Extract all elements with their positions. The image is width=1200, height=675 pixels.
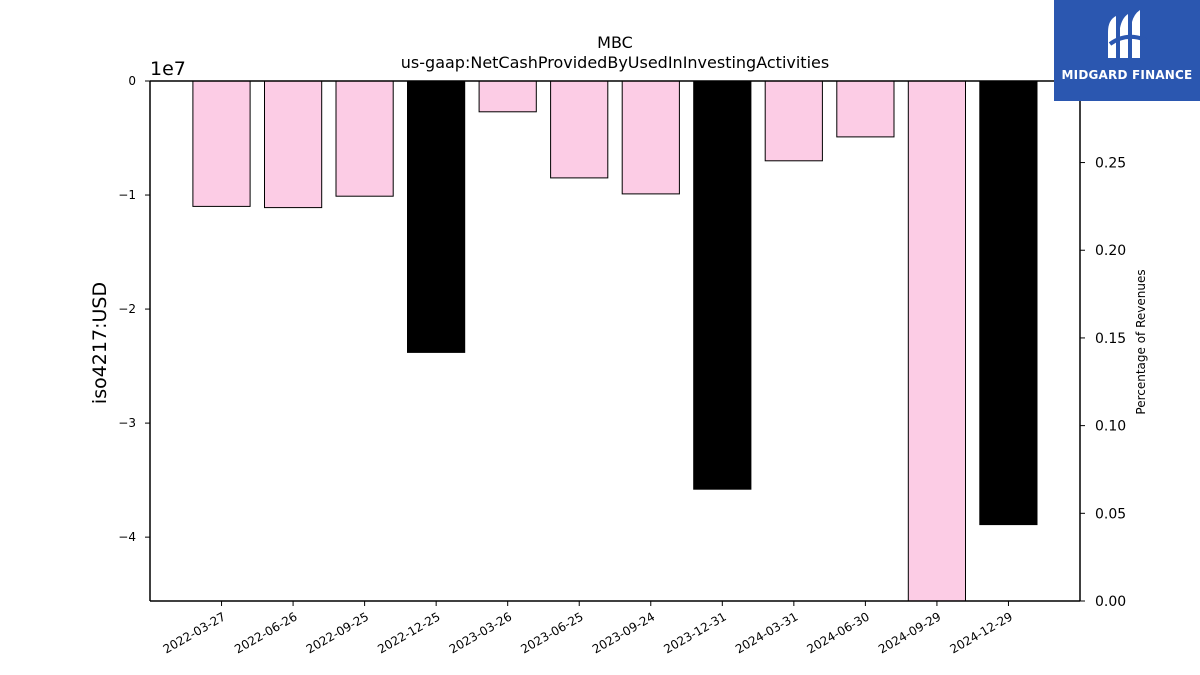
bar-2022-06-26: [264, 80, 323, 209]
bar-2024-12-29: [979, 80, 1038, 526]
bars-group: [192, 80, 1038, 602]
bar-2023-09-24: [621, 80, 680, 195]
bar-2024-03-31: [764, 80, 823, 162]
bar-2024-09-29: [907, 80, 966, 602]
chart-title: MBC: [597, 33, 633, 52]
bar-2022-03-27: [192, 80, 251, 207]
bar-2023-03-26: [478, 80, 537, 113]
y2-tick-label: 0.10: [1095, 419, 1126, 435]
bar-2023-06-25: [550, 80, 609, 179]
midgard-logo-icon: [1108, 10, 1147, 58]
y-tick-label: −2: [118, 302, 136, 316]
y-tick-label: −4: [118, 530, 136, 544]
bar-2022-09-25: [335, 80, 394, 197]
brand-logo: MIDGARD FINANCE: [1054, 0, 1200, 101]
y2-tick-label: 0.25: [1095, 156, 1126, 172]
bar-2023-12-31: [693, 80, 752, 490]
y2-axis-label: Percentage of Revenues: [1134, 269, 1148, 414]
x-tick-label: 2024-06-30: [804, 609, 871, 656]
x-tick-label: 2022-12-25: [375, 609, 442, 656]
bar-2022-12-25: [407, 80, 466, 353]
brand-name: MIDGARD FINANCE: [1061, 68, 1193, 82]
chart-subtitle: us-gaap:NetCashProvidedByUsedInInvesting…: [401, 53, 829, 72]
y-offset-label: 1e7: [150, 58, 186, 80]
x-tick-label: 2022-09-25: [304, 609, 371, 656]
y-tick-label: −1: [118, 188, 136, 202]
x-tick-label: 2022-06-26: [232, 609, 299, 656]
y2-tick-label: 0.00: [1095, 594, 1126, 610]
x-tick-label: 2023-12-31: [661, 609, 728, 656]
x-tick-label: 2022-03-27: [161, 609, 228, 656]
x-tick-label: 2024-03-31: [733, 609, 800, 656]
y2-tick-label: 0.05: [1095, 506, 1126, 522]
x-tick-label: 2023-06-25: [518, 609, 585, 656]
x-tick-label: 2023-09-24: [590, 609, 657, 656]
x-tick-label: 2024-09-29: [876, 609, 943, 656]
x-tick-label: 2023-03-26: [447, 609, 514, 656]
x-tick-label: 2024-12-29: [948, 609, 1015, 656]
bar-2024-06-30: [836, 80, 895, 138]
y-tick-label: 0: [128, 74, 136, 88]
y-axis-label: iso4217:USD: [89, 282, 111, 404]
y2-tick-label: 0.20: [1095, 243, 1126, 259]
y-tick-label: −3: [118, 416, 136, 430]
y2-tick-label: 0.15: [1095, 331, 1126, 347]
